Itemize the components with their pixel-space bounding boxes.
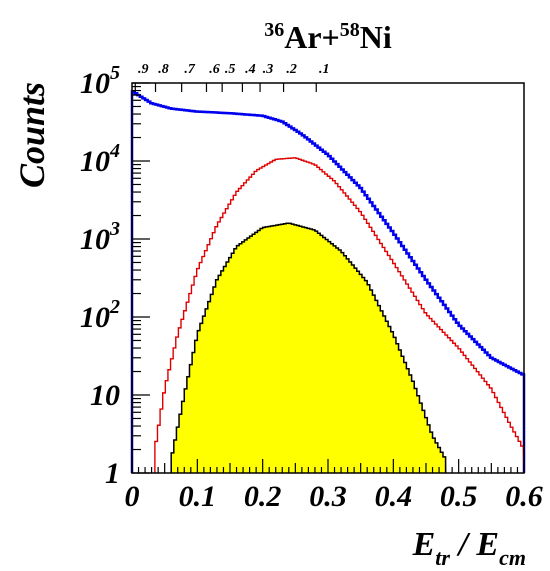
- x-tick-label: 0: [125, 480, 140, 513]
- top-tick-label: .4: [245, 62, 256, 77]
- top-tick-label: .2: [286, 62, 297, 77]
- blue-histogram-line: [130, 90, 526, 473]
- y-tick-label: 102: [80, 296, 120, 334]
- top-tick-label: .3: [263, 62, 274, 77]
- top-tick-label: .5: [225, 62, 236, 77]
- chart-title: 36Ar+58Ni: [264, 19, 392, 55]
- y-tick-label: 10: [90, 379, 120, 412]
- x-tick-label: 0.4: [375, 480, 413, 513]
- y-axis: 1 10 102 103 104 105: [80, 62, 150, 490]
- x-axis: 0 0.1 0.2 0.3 0.4 0.5 0.6: [125, 459, 543, 513]
- x-tick-label: 0.3: [309, 480, 347, 513]
- x-tick-label: 0.1: [179, 480, 217, 513]
- x-tick-label: 0.6: [505, 480, 543, 513]
- x-axis-label: Etr / Ecm: [412, 526, 526, 570]
- top-tick-label: .7: [184, 62, 196, 77]
- yellow-filled-histogram: [171, 223, 446, 473]
- top-tick-label: .8: [158, 62, 169, 77]
- red-histogram-line: [154, 157, 525, 474]
- y-axis-label: Counts: [12, 82, 52, 188]
- y-tick-label: 103: [80, 218, 120, 256]
- top-tick-label: .6: [209, 62, 220, 77]
- x-tick-label: 0.2: [244, 480, 282, 513]
- top-tick-label: .9: [138, 62, 149, 77]
- x-tick-label: 0.5: [440, 480, 478, 513]
- y-tick-label: 105: [80, 62, 120, 100]
- black-histogram-outline: [170, 222, 447, 473]
- y-tick-label: 1: [105, 457, 120, 490]
- top-tick-label: .1: [319, 62, 330, 77]
- top-axis: .9 .8 .7 .6 .5 .4 .3 .2 .1: [134, 62, 330, 92]
- y-tick-label: 104: [80, 140, 120, 178]
